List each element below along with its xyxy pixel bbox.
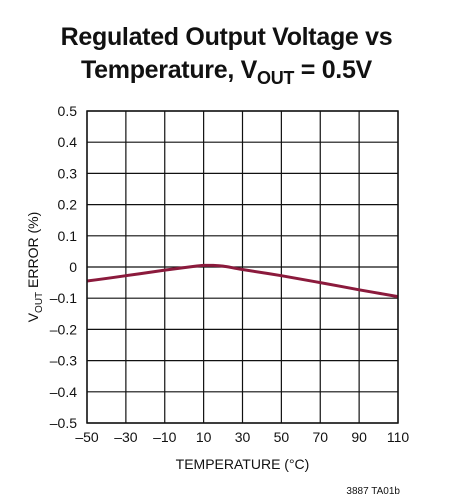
x-tick-label: 110: [387, 429, 410, 445]
y-axis-label: VOUT ERROR (%): [25, 212, 45, 323]
x-tick-label: 10: [196, 429, 212, 445]
plot-frame: [86, 110, 399, 424]
y-tick-label: 0.4: [58, 134, 78, 150]
x-tick-label: 30: [235, 429, 251, 445]
x-tick-label: 50: [274, 429, 290, 445]
x-tick-label: –30: [114, 429, 138, 445]
y-axis-label-prefix: V: [25, 312, 41, 322]
y-axis-label-suffix: ERROR (%): [25, 212, 41, 292]
y-tick-label: –0.4: [50, 384, 77, 400]
chart-title-line2: Temperature, VOUT = 0.5V: [0, 55, 453, 93]
y-tick-label: 0.2: [58, 197, 78, 213]
chart-title-line1: Regulated Output Voltage vs: [60, 23, 393, 51]
y-tick-label: –0.2: [50, 321, 77, 337]
y-tick-label: –0.5: [50, 415, 77, 431]
series-group: [86, 263, 399, 299]
y-tick-label: –0.1: [50, 290, 77, 306]
y-tick-label: –0.3: [50, 353, 77, 369]
x-tick-label: 70: [312, 429, 328, 445]
chart-title-suffix: = 0.5V: [294, 56, 372, 84]
x-tick-label: 90: [351, 429, 367, 445]
y-tick-label: 0.3: [58, 165, 78, 181]
chart-title-prefix: Temperature, V: [81, 56, 257, 84]
y-axis-label-subscript: OUT: [34, 292, 45, 313]
y-tick-labels: 0.5 0.4 0.3 0.2 0.1 0 –0.1 –0.2 –0.3 –0.4 –0.5: [50, 103, 77, 431]
x-tick-label: –10: [153, 429, 177, 445]
series-line: [86, 263, 399, 299]
x-tick-labels: –50 –30 –10 10 30 50 70 90 110: [75, 429, 409, 445]
chart-title-subscript: OUT: [257, 68, 295, 88]
x-tick-label: –50: [75, 429, 99, 445]
y-tick-label: 0: [69, 259, 77, 275]
figure-code: 3887 TA01b: [346, 486, 400, 497]
grid-lines: [86, 110, 399, 424]
x-axis-label: TEMPERATURE (°C): [176, 456, 310, 472]
y-tick-label: 0.1: [58, 228, 78, 244]
y-tick-label: 0.5: [58, 103, 78, 119]
